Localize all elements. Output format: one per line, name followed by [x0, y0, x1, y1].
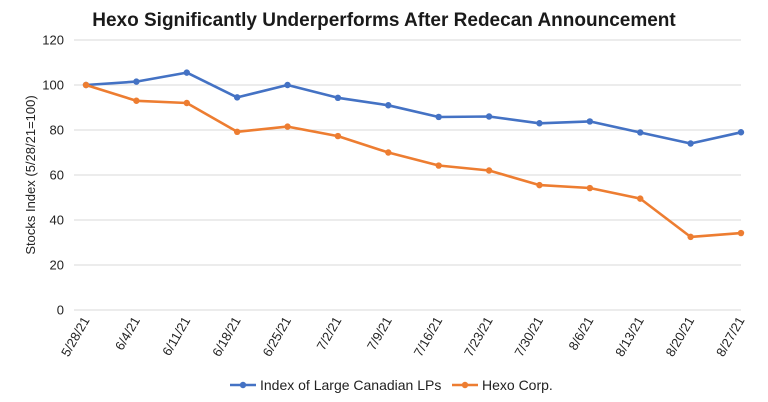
data-point	[385, 149, 392, 156]
data-point	[183, 99, 190, 107]
series-line	[84, 71, 743, 145]
data-point	[385, 102, 392, 109]
data-point	[737, 129, 745, 136]
data-point	[536, 120, 543, 127]
x-tick-label: 6/25/21	[259, 314, 294, 359]
y-axis-tick-labels: 0 20 40 60 80 100 120	[42, 33, 64, 318]
x-axis-tick-labels: 5/28/21 6/4/21 6/11/21 6/18/21 6/25/21 7/2/21…	[58, 314, 748, 359]
data-point	[233, 128, 241, 135]
data-point	[133, 97, 140, 104]
series-0	[82, 69, 745, 147]
data-point	[637, 195, 644, 202]
x-tick-label: 8/20/21	[663, 314, 698, 359]
legend: Index of Large Canadian LPs Hexo Corp.	[230, 377, 553, 393]
data-point	[485, 113, 493, 120]
data-point	[133, 78, 140, 85]
gridlines	[74, 39, 741, 311]
y-tick-label: 100	[42, 78, 64, 93]
y-axis-title: Stocks Index (5/28/21=100)	[23, 95, 38, 254]
data-point	[334, 94, 342, 102]
x-tick-label: 7/30/21	[511, 314, 546, 359]
data-point	[687, 233, 694, 241]
data-point	[687, 140, 694, 147]
data-point	[435, 113, 442, 121]
data-point	[737, 229, 745, 237]
y-tick-label: 40	[50, 213, 64, 228]
legend-marker	[461, 381, 469, 389]
y-tick-label: 120	[42, 33, 64, 48]
x-tick-label: 7/2/21	[313, 314, 344, 353]
data-point	[82, 81, 90, 89]
x-tick-label: 6/4/21	[112, 314, 143, 353]
y-tick-label: 60	[50, 168, 64, 183]
x-tick-label: 7/16/21	[411, 314, 446, 359]
data-point	[334, 132, 342, 140]
series-line	[84, 83, 743, 239]
data-point	[637, 129, 644, 136]
legend-label: Index of Large Canadian LPs	[260, 377, 441, 393]
x-tick-label: 7/9/21	[364, 314, 395, 353]
data-point	[284, 123, 291, 130]
data-point	[536, 181, 543, 189]
x-tick-label: 6/11/21	[159, 314, 193, 358]
data-point	[435, 162, 442, 169]
x-tick-label: 8/13/21	[612, 314, 647, 359]
series-1	[82, 81, 745, 241]
data-point	[284, 81, 291, 89]
data-point	[586, 118, 594, 125]
data-point	[183, 69, 190, 76]
data-point	[485, 167, 493, 174]
y-tick-label: 0	[57, 303, 64, 318]
x-tick-label: 8/6/21	[565, 314, 596, 353]
legend-item: Index of Large Canadian LPs	[230, 377, 441, 393]
x-tick-label: 6/18/21	[209, 314, 244, 359]
x-tick-label: 5/28/21	[58, 314, 93, 359]
data-point	[233, 94, 241, 101]
legend-label: Hexo Corp.	[482, 377, 553, 393]
chart-title: Hexo Significantly Underperforms After R…	[92, 10, 676, 31]
x-tick-label: 8/27/21	[713, 314, 748, 359]
legend-marker	[239, 381, 247, 389]
legend-item: Hexo Corp.	[452, 377, 553, 393]
data-point	[586, 184, 594, 192]
x-tick-label: 7/23/21	[461, 314, 496, 359]
y-tick-label: 20	[50, 258, 64, 273]
series-lines	[82, 69, 745, 241]
y-tick-label: 80	[50, 123, 64, 138]
